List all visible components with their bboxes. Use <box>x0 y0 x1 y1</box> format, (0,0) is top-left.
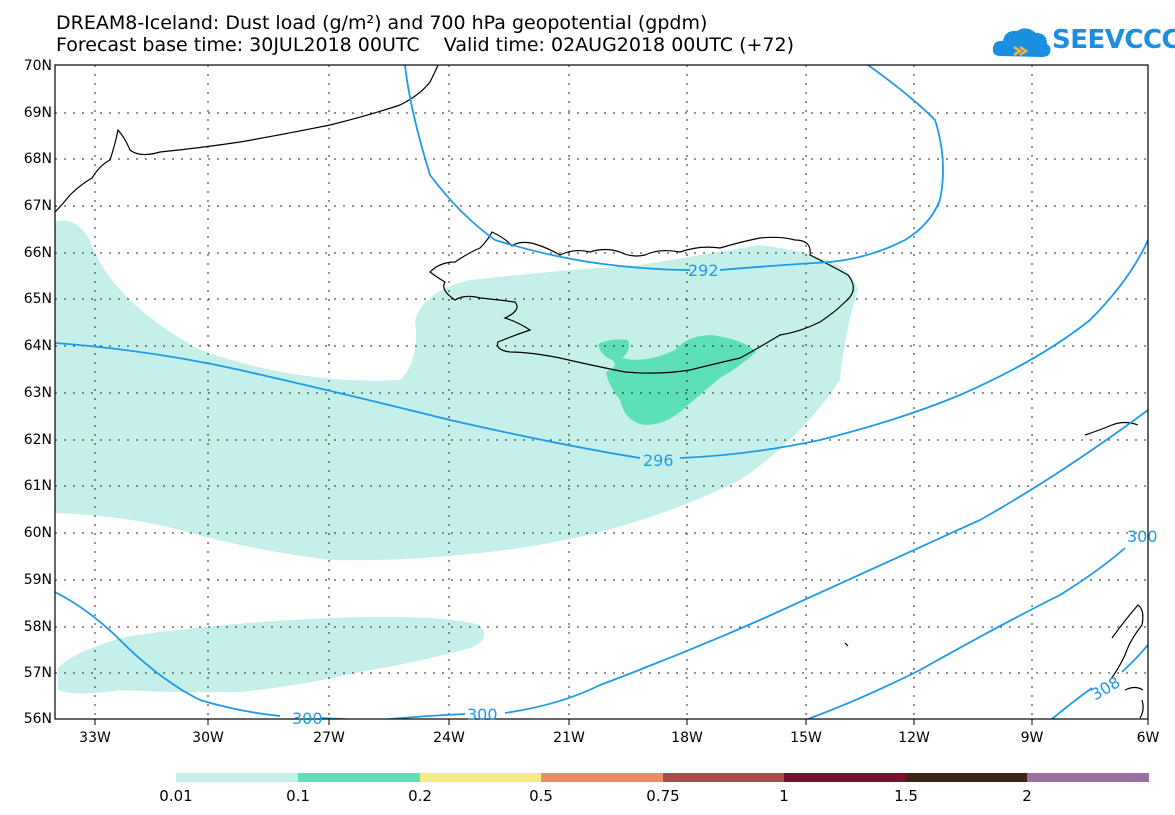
legend-label: 0.01 <box>159 787 193 805</box>
lon-label: 21W <box>553 730 585 746</box>
legend-swatch <box>1027 773 1149 782</box>
contour-label-300-a: 300 <box>292 709 323 728</box>
lat-label: 60N <box>23 525 52 541</box>
legend-label: 1.5 <box>894 787 918 805</box>
iceland-coast <box>429 231 854 374</box>
small-island <box>844 642 849 647</box>
contour-296 <box>55 239 1148 459</box>
lat-label: 63N <box>23 385 52 401</box>
lon-label: 15W <box>790 730 822 746</box>
contour-label-300-c: 300 <box>1127 527 1158 546</box>
legend-swatch <box>784 773 906 782</box>
contour-label-292: 292 <box>688 261 719 280</box>
legend-label: 2 <box>1022 787 1032 805</box>
lat-label: 68N <box>23 151 52 167</box>
legend-label: 0.5 <box>529 787 553 805</box>
legend-swatch <box>298 773 420 782</box>
lat-label: 64N <box>23 338 52 354</box>
map-title: DREAM8-Iceland: Dust load (g/m²) and 700… <box>56 12 708 34</box>
legend-label: 0.1 <box>286 787 310 805</box>
lat-label: 66N <box>23 245 52 261</box>
legend-label: 0.75 <box>646 787 680 805</box>
lon-label: 27W <box>313 730 345 746</box>
geopotential-contours <box>55 65 1148 719</box>
contour-label-296: 296 <box>643 451 674 470</box>
contour-300-mid <box>380 409 1148 719</box>
cloud-icon <box>992 28 1051 57</box>
lat-label: 56N <box>23 711 52 727</box>
dust-area-low-south <box>58 616 485 694</box>
lat-label: 70N <box>23 58 52 74</box>
lat-label: 59N <box>23 572 52 588</box>
lat-label: 65N <box>23 291 52 307</box>
legend-swatch <box>541 773 663 782</box>
lon-label: 30W <box>192 730 224 746</box>
contour-308 <box>1051 644 1148 719</box>
contour-label-308: 308 <box>1088 672 1124 704</box>
lon-label: 24W <box>433 730 465 746</box>
legend-swatch <box>906 773 1027 782</box>
scotland-coast <box>1084 421 1144 719</box>
contour-292 <box>404 65 944 271</box>
lon-label: 12W <box>898 730 930 746</box>
lon-label: 9W <box>1020 730 1044 746</box>
lon-label: 33W <box>79 730 111 746</box>
legend-swatch <box>420 773 541 782</box>
contour-300-west <box>55 591 371 719</box>
legend-label: 0.2 <box>408 787 432 805</box>
legend-swatch <box>176 773 298 782</box>
lon-label: 18W <box>671 730 703 746</box>
forecast-times: Forecast base time: 30JUL2018 00UTC Vali… <box>56 34 794 56</box>
greenland-coast <box>55 65 439 213</box>
contour-label-300-b: 300 <box>467 705 498 724</box>
lat-label: 69N <box>23 105 52 121</box>
lon-label: 6W <box>1136 730 1160 746</box>
lat-label: 57N <box>23 665 52 681</box>
lat-label: 58N <box>23 619 52 635</box>
lat-label: 61N <box>23 478 52 494</box>
contour-300-east <box>807 547 1126 719</box>
coastlines <box>55 65 1144 719</box>
lat-label: 67N <box>23 198 52 214</box>
dust-area-low <box>55 220 858 561</box>
legend-swatch <box>663 773 784 782</box>
logo-text: SEEVCCC <box>1052 25 1175 55</box>
legend-label: 1 <box>779 787 789 805</box>
dust-area-medium <box>598 335 756 425</box>
lat-label: 62N <box>23 432 52 448</box>
